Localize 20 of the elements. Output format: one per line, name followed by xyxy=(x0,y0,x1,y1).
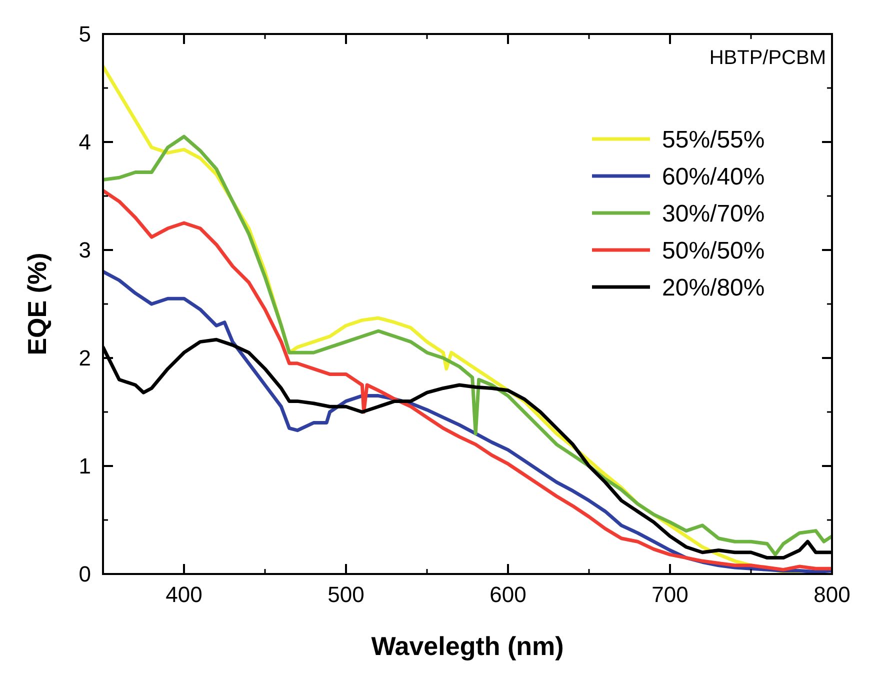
y-axis-title: EQE (%) xyxy=(22,252,52,356)
line-series xyxy=(103,188,832,572)
legend-label: 30%/70% xyxy=(662,200,765,228)
legend-label: 20%/80% xyxy=(662,274,765,302)
y-tick-label: 5 xyxy=(78,22,91,47)
y-tick-label: 4 xyxy=(78,130,91,155)
y-tick-label: 2 xyxy=(78,346,91,371)
legend-label: 50%/50% xyxy=(662,237,765,264)
x-tick-label: 800 xyxy=(814,582,850,607)
y-tick-label: 1 xyxy=(78,454,91,479)
x-tick-label: 500 xyxy=(328,582,364,607)
x-axis-title: Wavelegth (nm) xyxy=(371,631,564,661)
legend-label: 60%/40% xyxy=(662,163,765,190)
y-tick-label: 0 xyxy=(78,562,91,587)
annotation: HBTP/PCBM xyxy=(709,47,826,69)
y-tick-label: 3 xyxy=(78,238,91,263)
x-tick-label: 600 xyxy=(490,582,526,607)
legend-label: 55%/55% xyxy=(662,126,765,154)
x-tick-label: 700 xyxy=(652,582,688,607)
x-tick-label: 400 xyxy=(166,582,202,607)
